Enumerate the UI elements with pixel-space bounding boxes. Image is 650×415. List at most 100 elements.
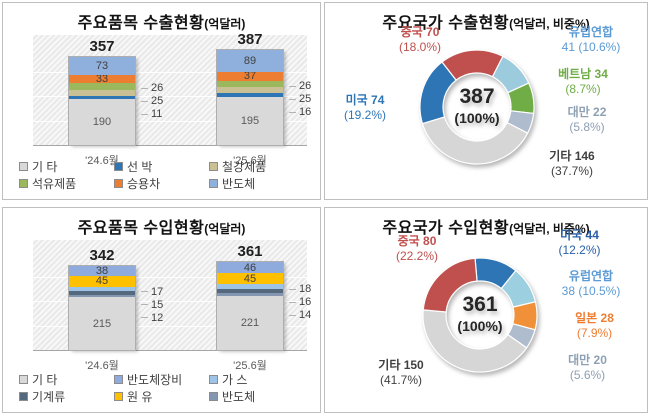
donut-slice-label: 일본 28 (7.9%) <box>547 311 642 341</box>
donut-slice-label: 유럽연합 38 (10.5%) <box>538 269 644 299</box>
export-countries-donut-chart: 387 (100%) 중국 70 (18.0%) 유럽연합 41 (10.6%) 베트남 3… <box>325 3 647 199</box>
callout-value: 16 <box>299 296 312 309</box>
slice-label-percent: (5.6%) <box>569 368 606 382</box>
segment-value-label: 46 <box>243 261 257 274</box>
donut-center-total: 361 <box>462 293 497 316</box>
segment-callout-label: 26 <box>141 82 163 94</box>
panel-title: 주요품목 수출현황(억달러) <box>3 9 320 33</box>
legend-swatch <box>114 391 123 401</box>
legend-swatch <box>209 178 218 188</box>
slice-label-percent: (8.7%) <box>565 82 601 96</box>
x-axis-line <box>33 145 307 146</box>
bar-segment <box>69 89 135 96</box>
callout-value: 25 <box>151 95 164 108</box>
donut-slice-label: 유럽연합 41 (10.6%) <box>537 25 645 55</box>
legend-label: 반도체장비 <box>127 372 183 387</box>
legend-label: 철강제품 <box>222 159 267 174</box>
slice-label-name-value: 기타 150 <box>378 358 424 372</box>
segment-callout-label: 26 <box>289 80 311 92</box>
chart-legend: 기 타 선 박 철강제품 석유제품 승용차 반도체 <box>3 158 320 191</box>
segment-value-label: 89 <box>243 55 257 68</box>
legend-label: 원 유 <box>127 389 153 404</box>
bar-segment: 46 <box>217 261 283 274</box>
slice-label-name-value: 유럽연합 <box>568 25 614 39</box>
legend-label: 기계류 <box>32 389 66 404</box>
callout-leader-line <box>141 304 148 306</box>
panel-title-text: 주요품목 수출현황 <box>77 15 205 32</box>
legend-item: 원 유 <box>114 388 209 404</box>
segment-value-label: 33 <box>95 73 109 86</box>
callout-value: 11 <box>151 108 163 121</box>
legend-label: 가 스 <box>222 372 248 387</box>
slice-label-name-value: 기타 146 <box>549 149 595 163</box>
slice-label-name-value: 중국 80 <box>397 234 437 248</box>
legend-item: 석유제품 <box>19 175 114 191</box>
donut-slice <box>422 257 478 313</box>
bar-segment: 89 <box>217 50 283 72</box>
slice-label-name-value: 대만 22 <box>567 105 607 119</box>
slice-label-name-value: 유럽연합 <box>568 269 614 283</box>
chart-legend: 기 타 반도체장비 가 스 기계류 원 유 반도체 <box>3 371 320 404</box>
segment-value-label: 38 <box>95 265 109 278</box>
segment-callout-label: 25 <box>141 95 163 107</box>
legend-swatch <box>114 178 123 188</box>
callout-leader-line <box>289 111 296 113</box>
legend-item: 철강제품 <box>209 158 304 174</box>
bar-segment: 73 <box>69 57 135 76</box>
panel-import-items: 주요품목 수입현황(억달러) 215 45 38 17 15 12 342'24.6월 221… <box>2 207 321 413</box>
bar-segment <box>69 286 135 291</box>
segment-callout-label: 11 <box>141 108 162 120</box>
legend-item: 반도체 <box>209 175 304 191</box>
legend-swatch <box>19 178 28 188</box>
segment-callout-label: 17 <box>141 286 163 298</box>
donut-slice <box>441 49 504 81</box>
panel-title-text: 주요국가 수출현황 <box>382 15 510 32</box>
bar-total-label: 387 <box>237 31 263 49</box>
segment-value-label: 45 <box>243 272 257 285</box>
bar-segment: 45 <box>69 275 135 287</box>
legend-label: 선 박 <box>127 159 153 174</box>
legend-swatch <box>209 161 218 171</box>
callout-leader-line <box>289 301 296 303</box>
segment-callout-label: 18 <box>289 283 311 295</box>
gridline <box>33 120 307 122</box>
gridline <box>33 325 307 327</box>
bar-total-label: 361 <box>237 243 263 260</box>
export-items-bar-chart: 190 33 73 26 25 11 357'24.6월 195 37 89 26 25 16 387'2… <box>3 3 320 199</box>
slice-label-name-value: 미국 44 <box>560 228 599 242</box>
legend-label: 석유제품 <box>32 176 77 191</box>
callout-value: 26 <box>151 82 164 95</box>
donut-center-percent: (100%) <box>454 110 499 126</box>
panel-export-items: 주요품목 수출현황(억달러) 190 33 73 26 25 11 357'24.6월 195… <box>2 2 321 200</box>
bar-segment <box>69 83 135 90</box>
x-axis-category-label: '25.6월 <box>233 360 267 372</box>
panel-title-unit: (억달러, 비중%) <box>509 222 590 236</box>
callout-value: 26 <box>299 79 312 92</box>
segment-value-label: 195 <box>240 115 260 128</box>
segment-value-label: 73 <box>95 60 109 73</box>
segment-callout-label: 25 <box>289 93 311 105</box>
slice-label-percent: (19.2%) <box>343 108 387 122</box>
panel-title: 주요품목 수입현황(억달러) <box>3 214 320 238</box>
donut-chart: 387 (100%) <box>419 49 535 165</box>
x-axis-category-label: '24.6월 <box>85 155 119 167</box>
x-axis-category-label: '25.6월 <box>233 155 267 167</box>
stacked-bar: 195 37 89 <box>216 49 284 146</box>
callout-leader-line <box>141 100 148 102</box>
panel-export-countries: 주요국가 수출현황(억달러, 비중%) 387 (100%) 중국 70 (18.0%… <box>324 2 648 200</box>
donut-slice-label: 중국 70 (18.0%) <box>365 25 475 55</box>
donut-slice-label: 중국 80 (22.2%) <box>362 234 472 264</box>
bar-segment <box>217 292 283 296</box>
legend-swatch <box>19 391 28 401</box>
donut-slice <box>421 116 529 165</box>
bar-segment: 215 <box>69 297 135 350</box>
slice-label-percent: (5.8%) <box>569 120 605 134</box>
callout-leader-line <box>141 113 148 115</box>
donut-chart: 361 (100%) <box>422 257 538 373</box>
stacked-bar: 190 33 73 <box>68 56 136 146</box>
slice-label-percent: 38 (10.5%) <box>561 284 621 298</box>
segment-value-label: 190 <box>92 115 112 128</box>
legend-label: 승용차 <box>127 176 161 191</box>
bar-segment: 45 <box>217 272 283 285</box>
